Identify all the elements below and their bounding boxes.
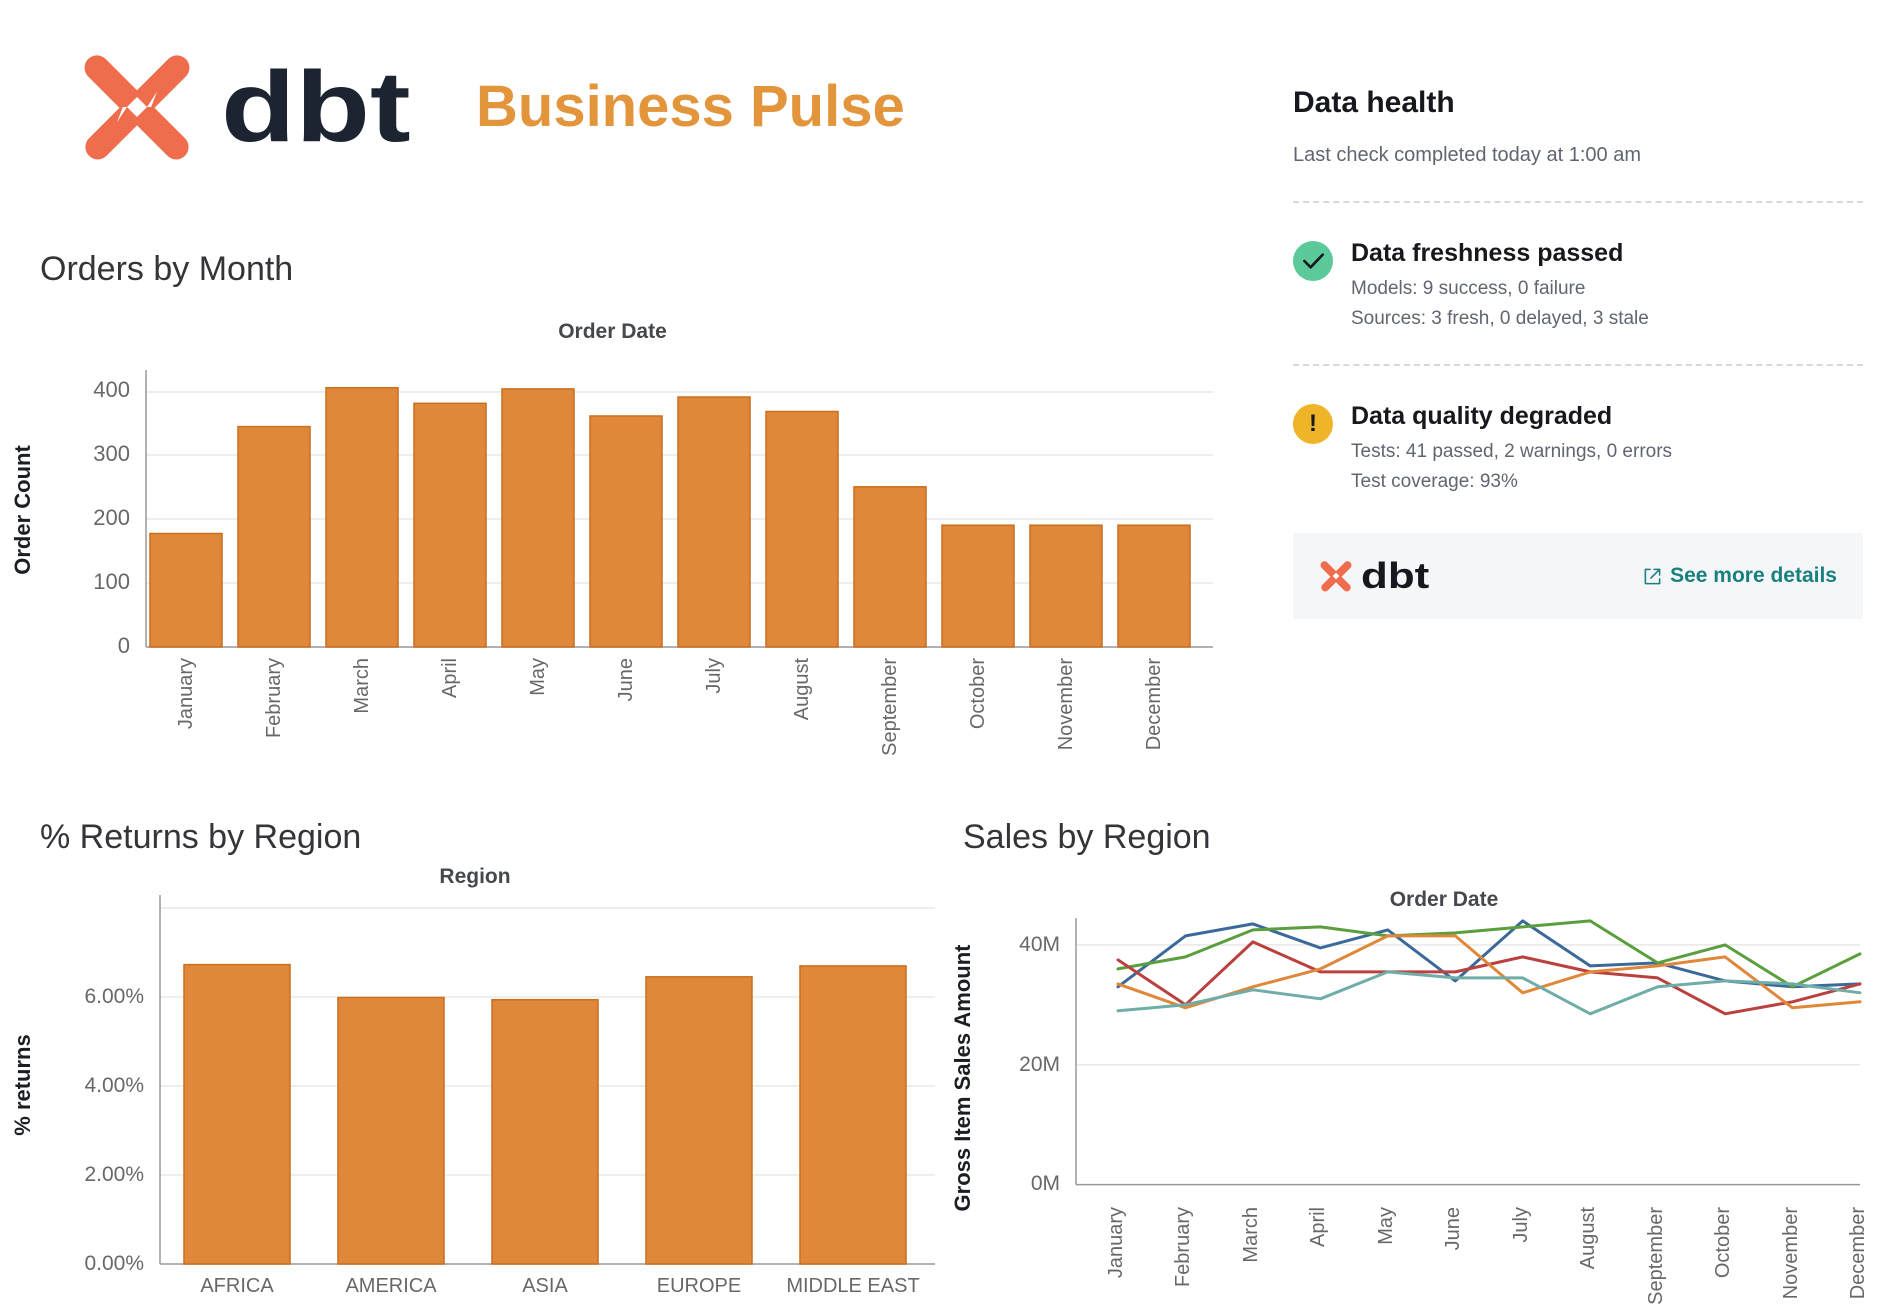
svg-text:November: November	[1055, 658, 1077, 751]
svg-text:2.00%: 2.00%	[84, 1163, 144, 1186]
svg-text:February: February	[263, 658, 285, 738]
svg-text:March: March	[351, 658, 373, 714]
svg-text:January: January	[1105, 1207, 1127, 1278]
svg-text:April: April	[1307, 1207, 1329, 1247]
svg-text:AFRICA: AFRICA	[200, 1275, 274, 1297]
svg-text:April: April	[439, 658, 461, 698]
svg-text:20M: 20M	[1019, 1053, 1060, 1076]
svg-text:AMERICA: AMERICA	[345, 1275, 437, 1297]
svg-text:May: May	[1375, 1207, 1397, 1245]
svg-text:Order Count: Order Count	[10, 445, 35, 575]
svg-text:June: June	[615, 658, 637, 701]
svg-text:40M: 40M	[1019, 933, 1060, 956]
svg-text:January: January	[175, 658, 197, 729]
svg-text:August: August	[1577, 1207, 1599, 1270]
svg-text:July: July	[703, 658, 725, 694]
svg-text:% returns: % returns	[10, 1034, 35, 1135]
svg-text:200: 200	[93, 505, 130, 530]
svg-text:0M: 0M	[1031, 1172, 1060, 1195]
svg-text:October: October	[967, 658, 989, 729]
svg-text:June: June	[1442, 1207, 1464, 1250]
svg-text:6.00%: 6.00%	[84, 985, 144, 1008]
svg-text:100: 100	[93, 569, 130, 594]
svg-text:4.00%: 4.00%	[84, 1074, 144, 1097]
svg-text:December: December	[1143, 658, 1165, 751]
svg-text:0.00%: 0.00%	[84, 1252, 144, 1275]
svg-text:May: May	[527, 658, 549, 696]
svg-text:Gross Item Sales Amount: Gross Item Sales Amount	[950, 944, 975, 1212]
svg-text:MIDDLE EAST: MIDDLE EAST	[786, 1275, 919, 1297]
svg-text:ASIA: ASIA	[522, 1275, 568, 1297]
svg-text:March: March	[1240, 1207, 1262, 1263]
svg-text:300: 300	[93, 441, 130, 466]
svg-text:September: September	[1645, 1207, 1667, 1305]
svg-text:October: October	[1712, 1207, 1734, 1278]
svg-text:September: September	[879, 658, 901, 756]
svg-text:August: August	[791, 658, 813, 721]
svg-text:December: December	[1847, 1207, 1869, 1300]
svg-text:July: July	[1510, 1207, 1532, 1243]
svg-text:November: November	[1780, 1207, 1802, 1300]
svg-text:February: February	[1172, 1207, 1194, 1287]
svg-text:0: 0	[118, 633, 130, 658]
svg-text:EUROPE: EUROPE	[657, 1275, 741, 1297]
svg-text:400: 400	[93, 377, 130, 402]
